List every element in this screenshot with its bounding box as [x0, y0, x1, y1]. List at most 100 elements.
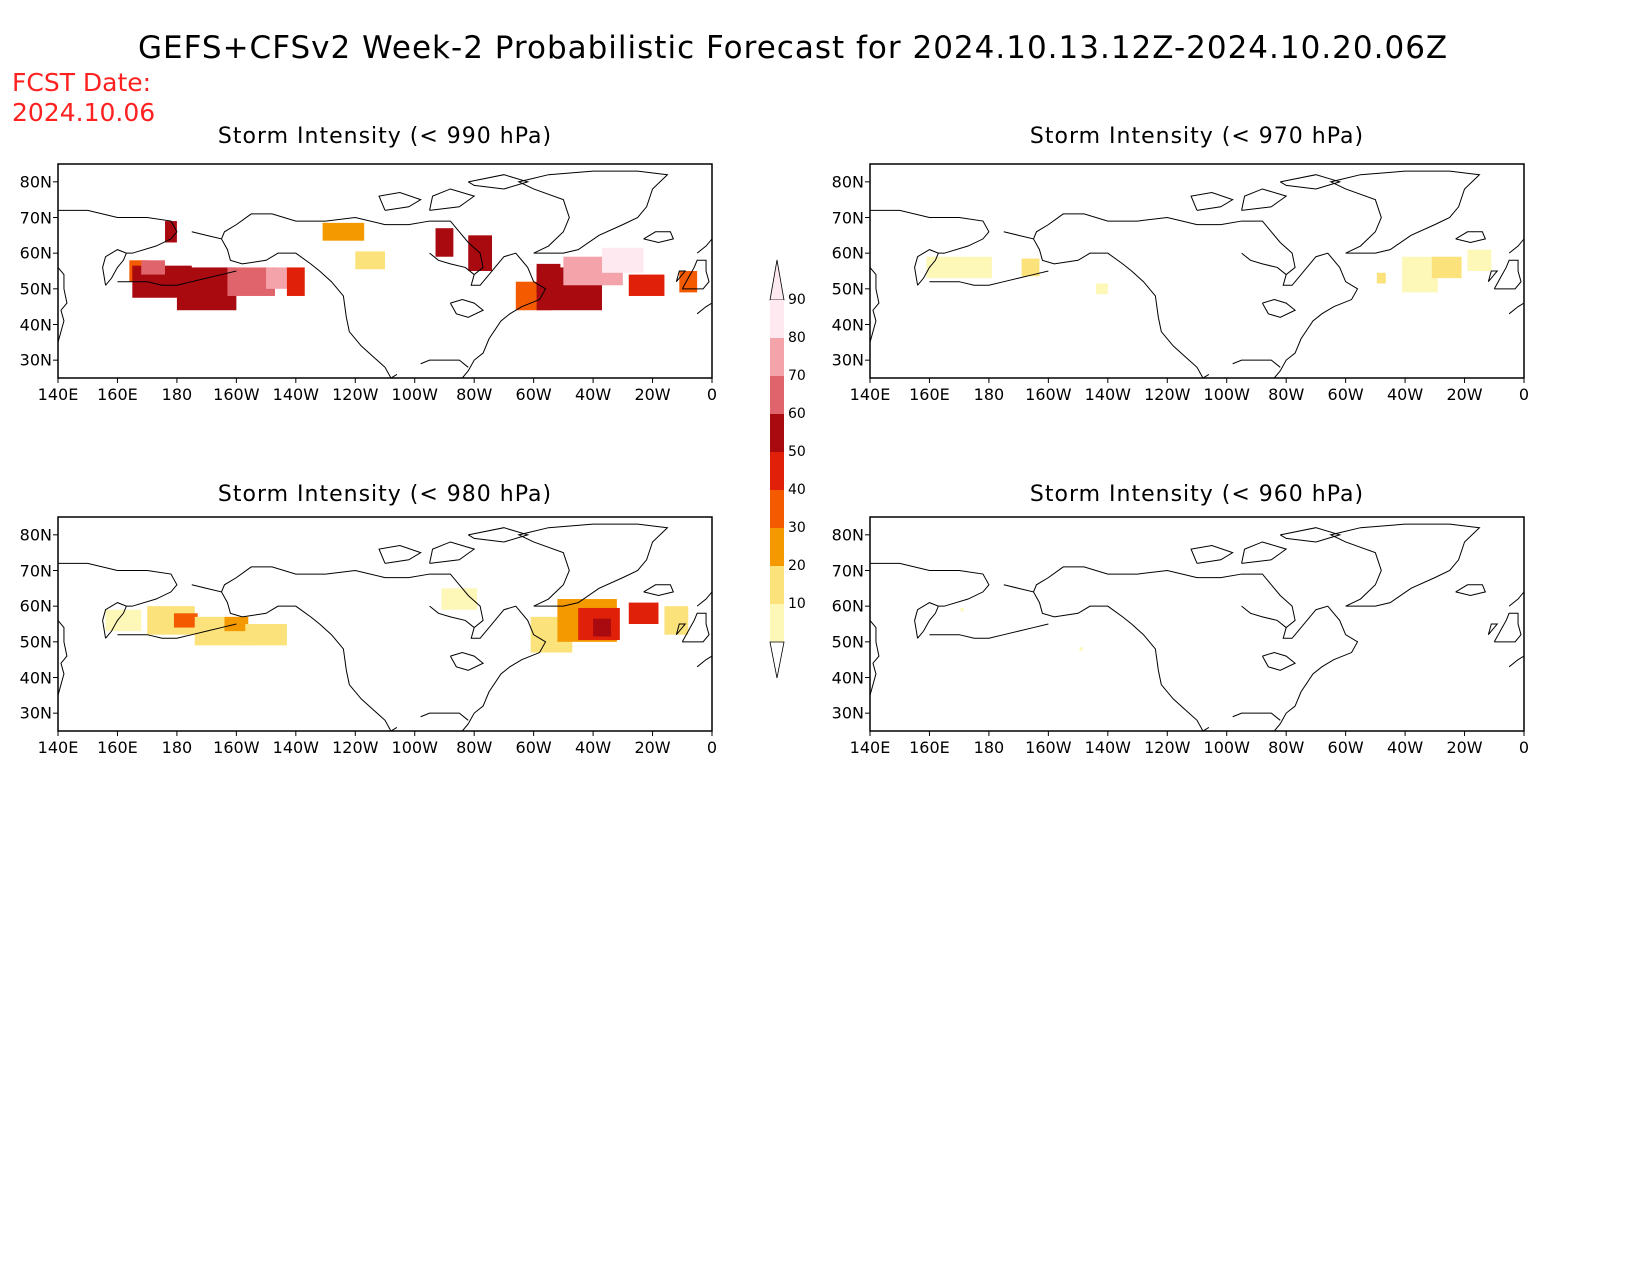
coastline [517, 170, 669, 254]
x-tick-label: 140W [272, 385, 319, 404]
coastline [420, 359, 469, 368]
coastline [1003, 231, 1204, 378]
x-tick-label: 120W [332, 738, 379, 757]
coastline [1508, 238, 1524, 254]
colorbar-swatch [770, 490, 784, 528]
y-tick-label: 50N [19, 632, 52, 652]
colorbar-swatch [770, 452, 784, 490]
x-tick-label: 160E [909, 738, 950, 757]
coastline [1033, 566, 1359, 731]
probability-cell [441, 588, 478, 610]
x-tick-label: 140W [272, 738, 319, 757]
y-tick-label: 40N [19, 315, 52, 334]
colorbar-bottom-arrow [769, 641, 785, 679]
coastline [1279, 527, 1342, 543]
colorbar-label: 20 [788, 558, 806, 574]
coastline [449, 652, 485, 671]
coastline [517, 523, 669, 607]
panel-title: Storm Intensity (< 960 hPa) [1029, 482, 1365, 507]
x-tick-label: 100W [391, 738, 438, 757]
probability-cell [1376, 272, 1386, 284]
x-tick-label: 20W [1446, 385, 1483, 404]
coastline [929, 623, 1049, 639]
colorbar-top-arrow [769, 259, 785, 301]
coastline [1329, 170, 1481, 254]
x-tick-label: 120W [332, 385, 379, 404]
colorbar-label: 40 [788, 482, 806, 498]
coastline [1003, 584, 1204, 731]
y-tick-label: 30N [831, 703, 864, 723]
coastline [1487, 623, 1499, 636]
probability-cell [628, 602, 659, 624]
x-tick-label: 60W [1327, 385, 1364, 404]
y-tick-label: 80N [19, 525, 52, 545]
coastline [1190, 545, 1234, 564]
y-tick-label: 70N [19, 208, 52, 227]
probability-cell [926, 256, 992, 279]
coastline [870, 209, 990, 254]
coastline [1241, 188, 1288, 211]
coastline [221, 566, 547, 731]
y-tick-label: 70N [831, 561, 864, 580]
x-tick-label: 20W [634, 738, 671, 757]
coastline [1493, 259, 1522, 290]
probability-cell [266, 267, 290, 289]
forecast-date: FCST Date: 2024.10.06 [12, 68, 155, 128]
coastline [1033, 213, 1359, 378]
coastline [467, 527, 530, 543]
probability-cell [165, 221, 177, 243]
coastline [58, 620, 68, 696]
x-tick-label: 0 [706, 738, 718, 757]
probability-cell [141, 260, 166, 275]
x-tick-label: 160W [1025, 385, 1072, 404]
coastline [1241, 541, 1288, 564]
x-tick-label: 100W [391, 385, 438, 404]
coastline [449, 299, 485, 318]
coastline [429, 188, 476, 211]
x-tick-label: 180 [973, 738, 1005, 757]
y-tick-label: 80N [831, 172, 864, 192]
colorbar-label: 80 [788, 330, 806, 346]
coastline [420, 712, 469, 721]
x-tick-label: 180 [161, 385, 193, 404]
coastline [58, 209, 178, 254]
coastline [870, 562, 990, 607]
map-frame [57, 163, 713, 379]
coastline [1279, 174, 1342, 190]
x-tick-label: 0 [1518, 385, 1530, 404]
coastline [1455, 231, 1487, 243]
map-frame [869, 516, 1525, 732]
colorbar-label: 10 [788, 596, 806, 612]
probability-cell [602, 247, 644, 273]
x-tick-label: 180 [161, 738, 193, 757]
coastline [429, 541, 476, 564]
coastline [429, 605, 475, 628]
coastline [643, 584, 675, 596]
x-tick-label: 100W [1203, 738, 1250, 757]
coastline [1232, 359, 1281, 368]
panel-title: Storm Intensity (< 980 hPa) [217, 482, 553, 507]
y-tick-label: 50N [831, 632, 864, 652]
colorbar-swatch [770, 414, 784, 452]
x-tick-label: 40W [574, 738, 612, 757]
x-tick-label: 40W [574, 385, 612, 404]
probability-cell [355, 251, 385, 270]
x-tick-label: 20W [634, 385, 671, 404]
x-tick-label: 80W [456, 385, 493, 404]
y-tick-label: 60N [19, 243, 52, 263]
x-tick-label: 60W [1327, 738, 1364, 757]
coastline [696, 302, 712, 315]
y-tick-label: 30N [831, 350, 864, 370]
x-tick-label: 160W [213, 385, 260, 404]
panel-title: Storm Intensity (< 970 hPa) [1029, 124, 1365, 149]
probability-cell [960, 607, 964, 612]
x-tick-label: 120W [1144, 738, 1191, 757]
colorbar-swatch [770, 300, 784, 338]
x-tick-label: 140W [1084, 738, 1131, 757]
y-tick-label: 80N [831, 525, 864, 545]
coastline [378, 192, 422, 211]
map-frame [869, 163, 1525, 379]
y-tick-label: 70N [831, 208, 864, 227]
probability-cell [224, 616, 249, 632]
